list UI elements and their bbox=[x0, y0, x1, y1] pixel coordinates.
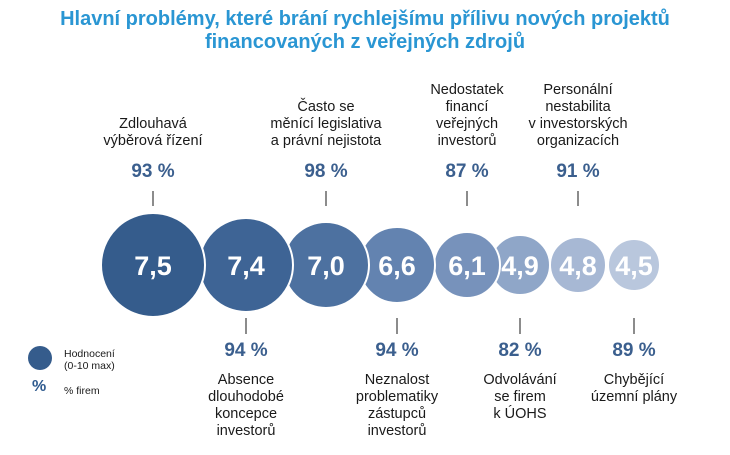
category-label-1-line-1: Zdlouhavá bbox=[119, 116, 187, 132]
bubble-rating-6: 4,9 bbox=[501, 251, 539, 281]
category-label-4-line-1: Neznalost bbox=[364, 372, 430, 388]
percent-label-4: 94 % bbox=[375, 340, 419, 361]
category-label-8: Chybějící územní plány bbox=[559, 372, 709, 406]
chart-title-line1: Hlavní problémy, které brání rychlejšímu… bbox=[60, 8, 670, 30]
percent-label-8: 89 % bbox=[612, 340, 656, 361]
category-label-6-line-3: k ÚOHS bbox=[493, 406, 547, 422]
category-label-2-line-2: dlouhodobé bbox=[208, 389, 284, 405]
category-label-5-line-3: veřejných bbox=[435, 116, 499, 132]
chart-title: Hlavní problémy, které brání rychlejšímu… bbox=[0, 8, 730, 54]
category-label-7-line-3: v investorských bbox=[528, 116, 628, 132]
category-label-2: Absence dlouhodobé koncepce investorů bbox=[171, 372, 321, 440]
category-label-1: Zdlouhavá výběrová řízení bbox=[78, 116, 228, 150]
percent-label-1: 93 % bbox=[131, 161, 175, 182]
bubble-rating-7: 4,8 bbox=[559, 251, 597, 281]
bubble-1 bbox=[100, 212, 206, 318]
category-label-1-line-2: výběrová řízení bbox=[103, 133, 203, 149]
chart-title-line2: financovaných z veřejných zdrojů bbox=[204, 31, 526, 53]
category-label-5: Nedostatek financí veřejných investorů bbox=[392, 82, 542, 150]
category-label-2-line-3: koncepce bbox=[214, 406, 278, 422]
category-label-3-line-2: měnící legislativa bbox=[270, 116, 382, 132]
category-label-4-line-2: problematiky bbox=[355, 389, 439, 405]
bubble-rating-4: 6,6 bbox=[378, 251, 416, 281]
category-label-6-line-2: se firem bbox=[494, 389, 546, 405]
percent-label-5: 87 % bbox=[445, 161, 489, 182]
category-label-7: Personální nestabilita v investorských orga… bbox=[503, 82, 653, 150]
category-label-8-line-1: Chybějící bbox=[603, 372, 665, 388]
legend-percent-symbol: % bbox=[32, 378, 47, 395]
bubble-rating-3: 7,0 bbox=[307, 251, 345, 281]
legend-rating-line1: Hodnocení bbox=[64, 348, 115, 360]
percent-label-3: 98 % bbox=[304, 161, 348, 182]
category-label-3-line-3: a právní nejistota bbox=[270, 133, 382, 149]
percent-label-6: 82 % bbox=[498, 340, 542, 361]
legend-bubble bbox=[28, 346, 52, 370]
category-label-4-line-3: zástupců bbox=[367, 406, 427, 422]
category-label-5-line-1: Nedostatek bbox=[430, 82, 504, 98]
category-label-3: Často se měnící legislativa a právní nejis… bbox=[251, 99, 401, 150]
category-label-2-line-1: Absence bbox=[217, 372, 275, 388]
bubble-8 bbox=[607, 238, 661, 292]
bubble-rating-8: 4,5 bbox=[615, 251, 653, 281]
bubble-rating-1: 7,5 bbox=[134, 251, 172, 281]
category-label-5-line-2: financí bbox=[445, 99, 489, 115]
category-label-4-line-4: investorů bbox=[367, 423, 427, 439]
percent-label-2: 94 % bbox=[224, 340, 268, 361]
category-label-5-line-4: investorů bbox=[437, 133, 497, 149]
category-label-7-line-1: Personální bbox=[543, 82, 613, 98]
percent-label-7: 91 % bbox=[556, 161, 600, 182]
category-label-8-line-2: územní plány bbox=[590, 389, 678, 405]
category-label-7-line-4: organizacích bbox=[536, 133, 620, 149]
bubble-rating-2: 7,4 bbox=[227, 251, 265, 281]
legend-rating-text: Hodnocení (0-10 max) bbox=[64, 348, 115, 372]
legend-rating-line2: (0-10 max) bbox=[64, 360, 115, 372]
category-label-4: Neznalost problematiky zástupců investorů bbox=[322, 372, 472, 440]
legend-percent-label: % firem bbox=[64, 385, 100, 397]
category-label-7-line-2: nestabilita bbox=[545, 99, 611, 115]
bubble-rating-5: 6,1 bbox=[448, 251, 486, 281]
category-label-3-line-1: Často se bbox=[297, 99, 355, 115]
category-label-6: Odvolávání se firem k ÚOHS bbox=[445, 372, 595, 423]
category-label-2-line-4: investorů bbox=[216, 423, 276, 439]
category-label-6-line-1: Odvolávání bbox=[483, 372, 557, 388]
